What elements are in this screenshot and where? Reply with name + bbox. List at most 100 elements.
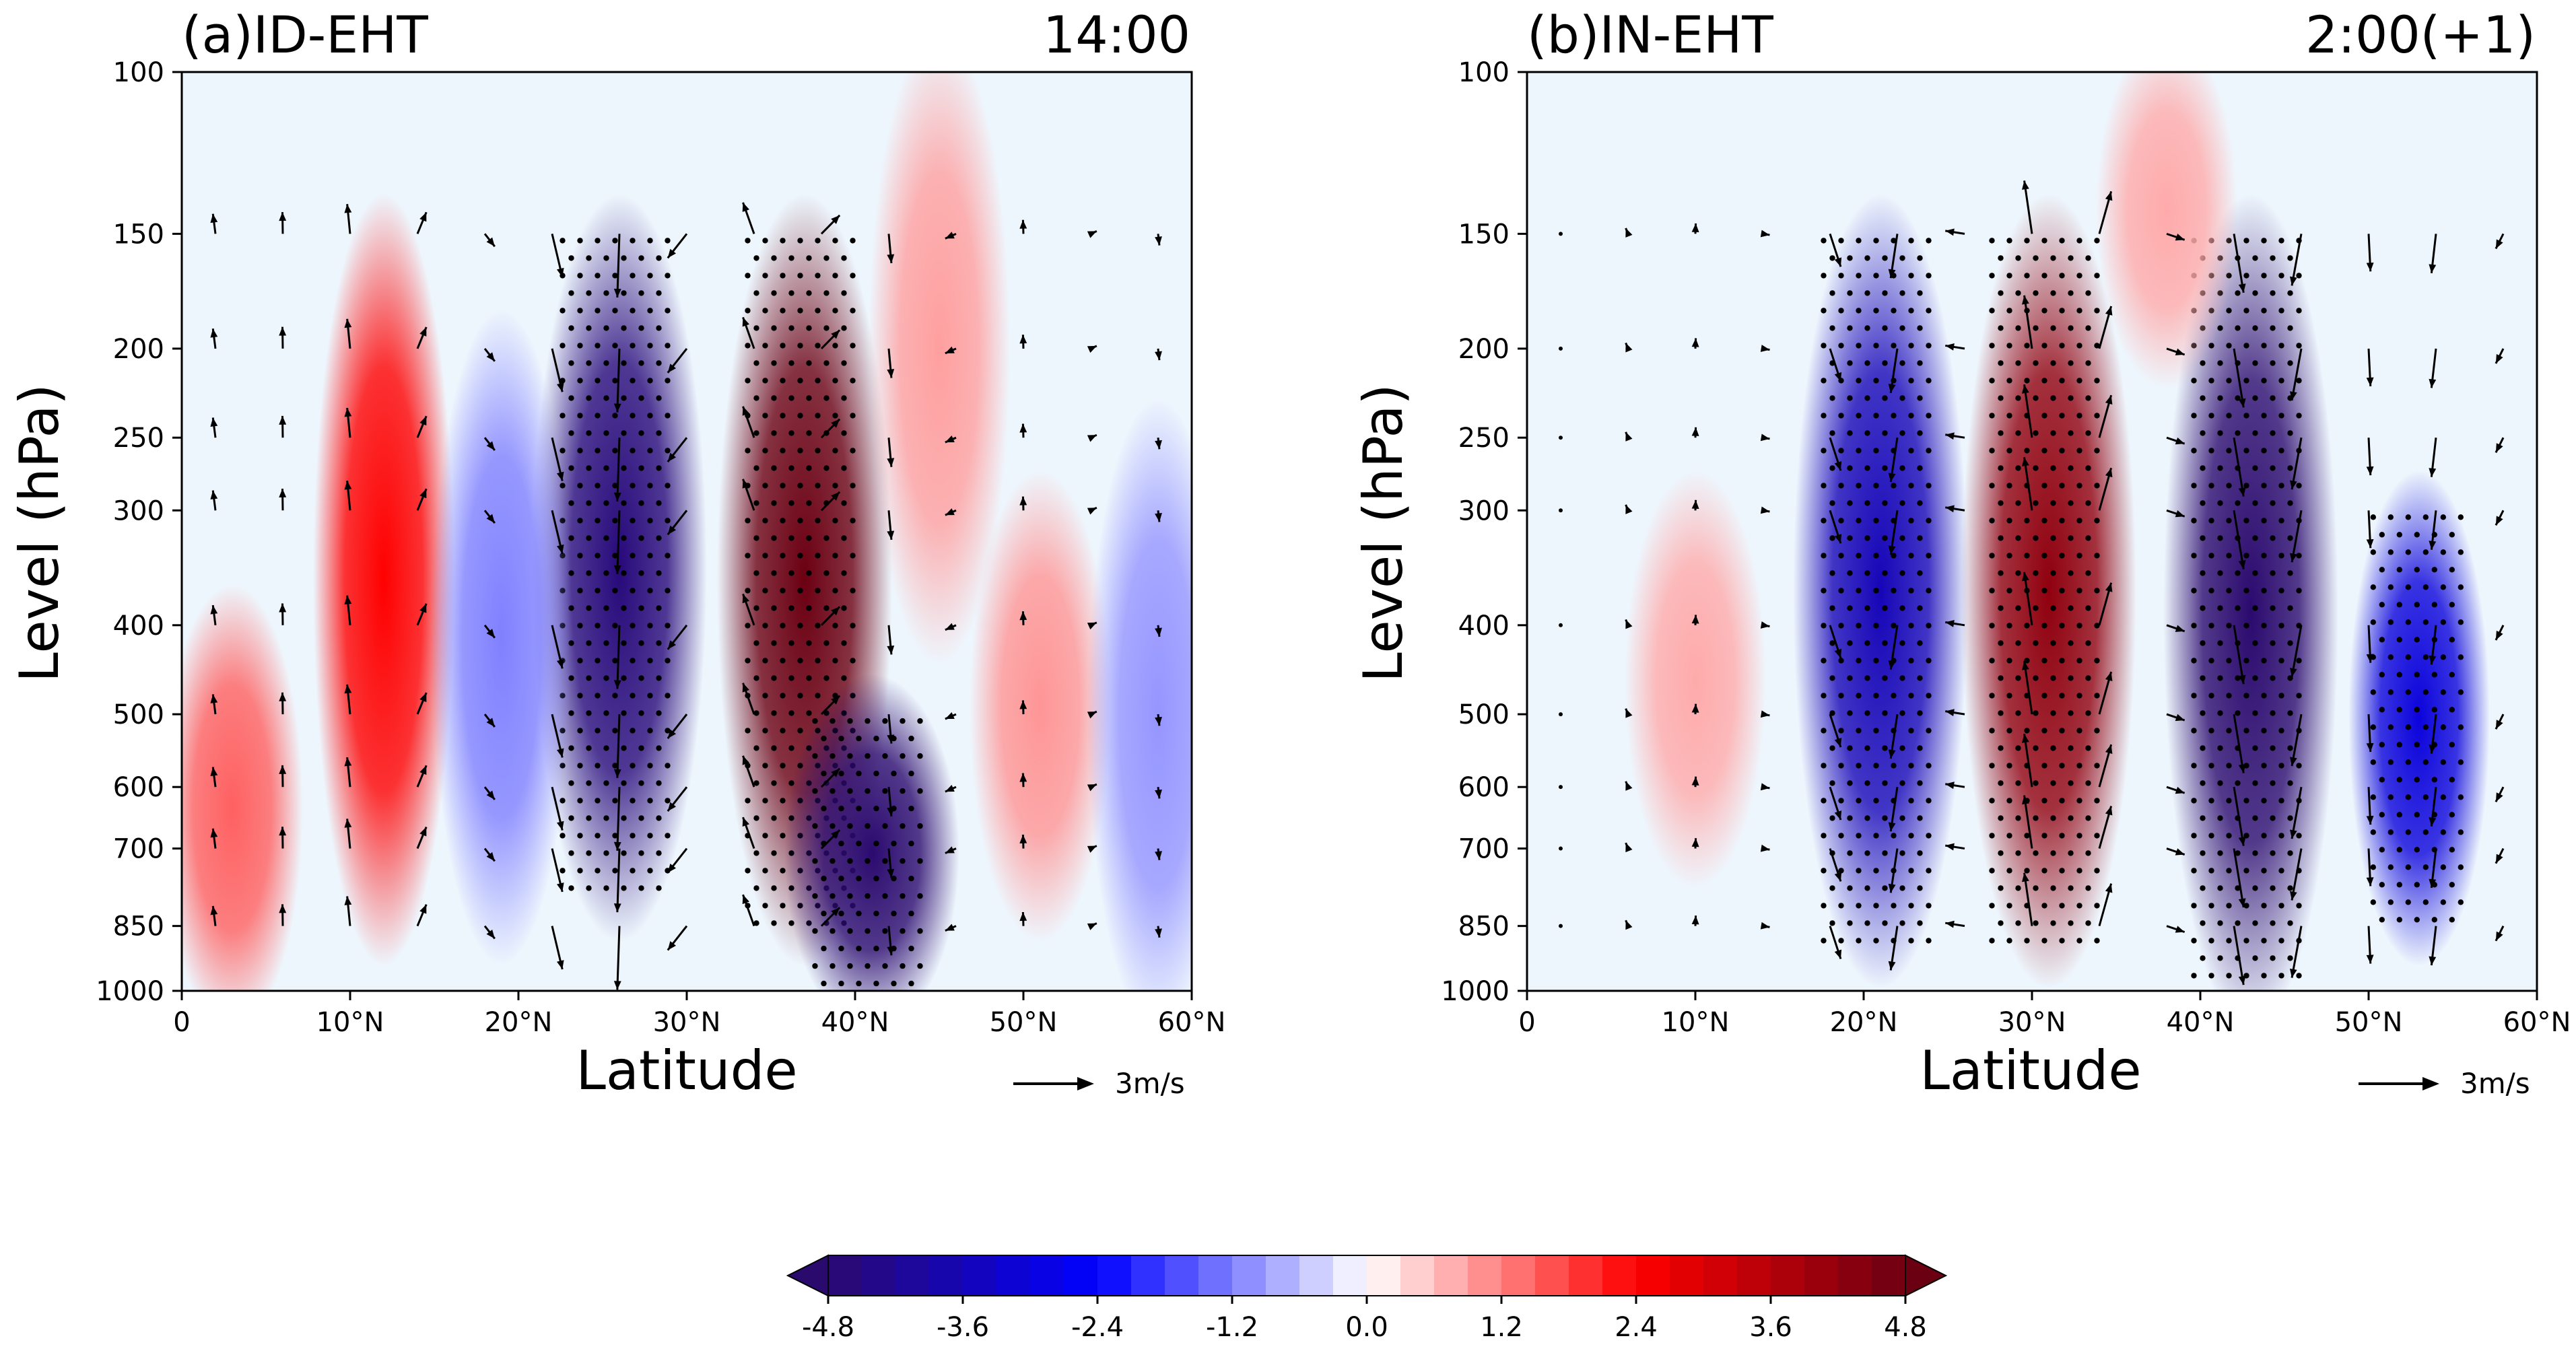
wind-vector-head (2105, 744, 2113, 755)
y-tick-label: 100 (1458, 57, 1510, 88)
wind-vector-head (2429, 817, 2437, 827)
colorbar-segment (1400, 1255, 1435, 1296)
colorbar-tick-label: 3.6 (1749, 1312, 1792, 1343)
wind-vector-head (556, 544, 564, 554)
colorbar-min-extend (786, 1254, 829, 1297)
y-tick-label: 200 (1458, 334, 1510, 365)
wind-vector-head (2289, 668, 2297, 677)
wind-vector-head (887, 254, 895, 263)
wind-vector-head (742, 479, 749, 489)
wind-vector-head (2105, 806, 2113, 816)
wind-vector-head (742, 683, 749, 693)
colorbar-tick-label: 2.4 (1615, 1312, 1658, 1343)
wind-vector-head (1019, 611, 1027, 621)
colorbar-segment (929, 1255, 963, 1296)
wind-vector-head (1625, 920, 1633, 930)
anomaly-blob (2096, 72, 2237, 389)
wind-vector-head (279, 765, 287, 774)
wind-vector-head (2289, 553, 2297, 563)
wind-vector-head (2495, 239, 2503, 249)
wind-vector-head (419, 904, 427, 914)
wind-vector-head (2175, 437, 2185, 445)
wind-vector-head (1087, 711, 1097, 719)
wind-vector-head (742, 202, 749, 212)
wind-vector-head (1155, 716, 1162, 726)
wind-vector-head (2366, 742, 2374, 752)
wind-vector-head (556, 382, 564, 392)
wind-vector-head (2105, 582, 2113, 592)
wind-vector-head (667, 248, 677, 258)
colorbar-segment (1703, 1255, 1738, 1296)
wind-vector-head (1155, 851, 1162, 860)
panel-a-key-label: 3m/s (1115, 1067, 1185, 1100)
significance-stipple (2370, 514, 2464, 923)
anomaly-blob (2348, 470, 2490, 967)
wind-vector-head (613, 903, 621, 913)
wind-vector-head (1155, 627, 1162, 637)
wind-vector-head (2495, 720, 2503, 730)
wind-vector-head (1691, 703, 1699, 713)
wind-vector-head (486, 629, 495, 638)
y-tick-label: 250 (1458, 423, 1510, 454)
panel-b-ylabel: Level (hPa) (1352, 384, 1415, 682)
colorbar-segment (1535, 1255, 1569, 1296)
panel-a-title: (a)ID-EHT (182, 5, 428, 65)
colorbar-segment (1872, 1255, 1906, 1296)
x-tick-label: 50°N (2335, 1007, 2403, 1038)
wind-vector-head (419, 212, 427, 222)
colorbar-segment (1804, 1255, 1839, 1296)
wind-vector (2233, 234, 2245, 293)
wind-vector-head (210, 694, 218, 703)
wind-vector-head (279, 603, 287, 613)
wind-vector-head (2175, 848, 2185, 856)
wind-vector-head (1834, 461, 1842, 471)
wind-vector (2291, 714, 2303, 767)
wind-vector-head (1888, 749, 1896, 759)
wind-vector-head (2429, 541, 2437, 550)
wind-vector-head (556, 659, 564, 669)
wind-vector-head (1691, 499, 1699, 509)
wind-vector-head (1945, 505, 1955, 513)
wind-vector-head (2289, 891, 2297, 901)
panel-b-key-arrowhead (2422, 1077, 2439, 1090)
wind-vector-head (2289, 757, 2297, 767)
y-tick-label: 700 (1458, 834, 1510, 865)
y-tick-label: 1000 (1441, 976, 1510, 1007)
wind-vector-head (1019, 912, 1027, 922)
colorbar-segment (1030, 1255, 1064, 1296)
wind-vector-head (887, 734, 895, 744)
wind-vector (1559, 785, 1563, 790)
wind-vector-head (1625, 431, 1633, 442)
x-tick-label: 30°N (653, 1007, 721, 1038)
wind-vector-head (486, 852, 495, 862)
wind-vector-head (1019, 834, 1027, 843)
wind-vector (616, 234, 621, 298)
y-tick-label: 850 (113, 911, 164, 942)
y-tick-label: 500 (1458, 699, 1510, 730)
wind-vector (1559, 712, 1563, 717)
wind-vector-head (1691, 427, 1699, 436)
colorbar-segment (1737, 1255, 1771, 1296)
wind-vector (1559, 846, 1563, 851)
wind-vector-head (2022, 384, 2029, 394)
wind-vector-head (486, 441, 495, 450)
wind-vector-head (556, 960, 564, 970)
wind-vector-head (210, 767, 218, 776)
wind-vector-head (742, 817, 749, 827)
wind-vector-head (831, 419, 840, 428)
wind-vector (616, 625, 621, 689)
wind-vector-head (344, 819, 352, 828)
wind-vector-head (2366, 263, 2374, 272)
wind-vector-head (1691, 915, 1699, 925)
wind-vectors (210, 202, 1162, 990)
wind-vector-head (667, 363, 677, 373)
wind-vector-head (344, 408, 352, 417)
significance-stipple (1989, 238, 2100, 944)
wind-vector (2291, 786, 2303, 839)
y-tick-label: 300 (113, 495, 164, 526)
wind-vector-head (1888, 961, 1896, 971)
wind-vector-head (2495, 792, 2503, 802)
wind-vector-head (2366, 954, 2374, 964)
x-tick-label: 50°N (990, 1007, 1058, 1038)
wind-vector-head (1834, 648, 1842, 658)
